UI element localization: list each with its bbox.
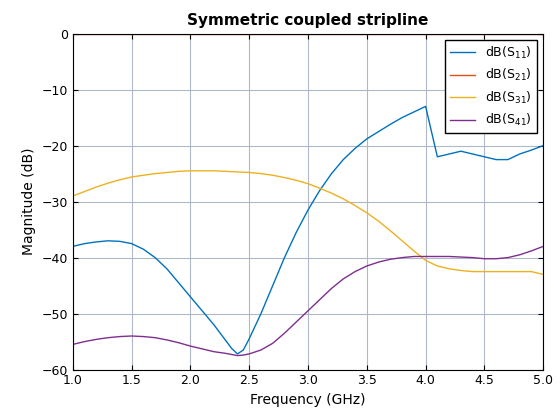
Title: Symmetric coupled stripline: Symmetric coupled stripline xyxy=(187,13,429,28)
Y-axis label: Magnitude (dB): Magnitude (dB) xyxy=(22,148,36,255)
Legend: dB(S$_{11}$), dB(S$_{21}$), dB(S$_{31}$), dB(S$_{41}$): dB(S$_{11}$), dB(S$_{21}$), dB(S$_{31}$)… xyxy=(445,40,537,133)
X-axis label: Frequency (GHz): Frequency (GHz) xyxy=(250,393,366,407)
